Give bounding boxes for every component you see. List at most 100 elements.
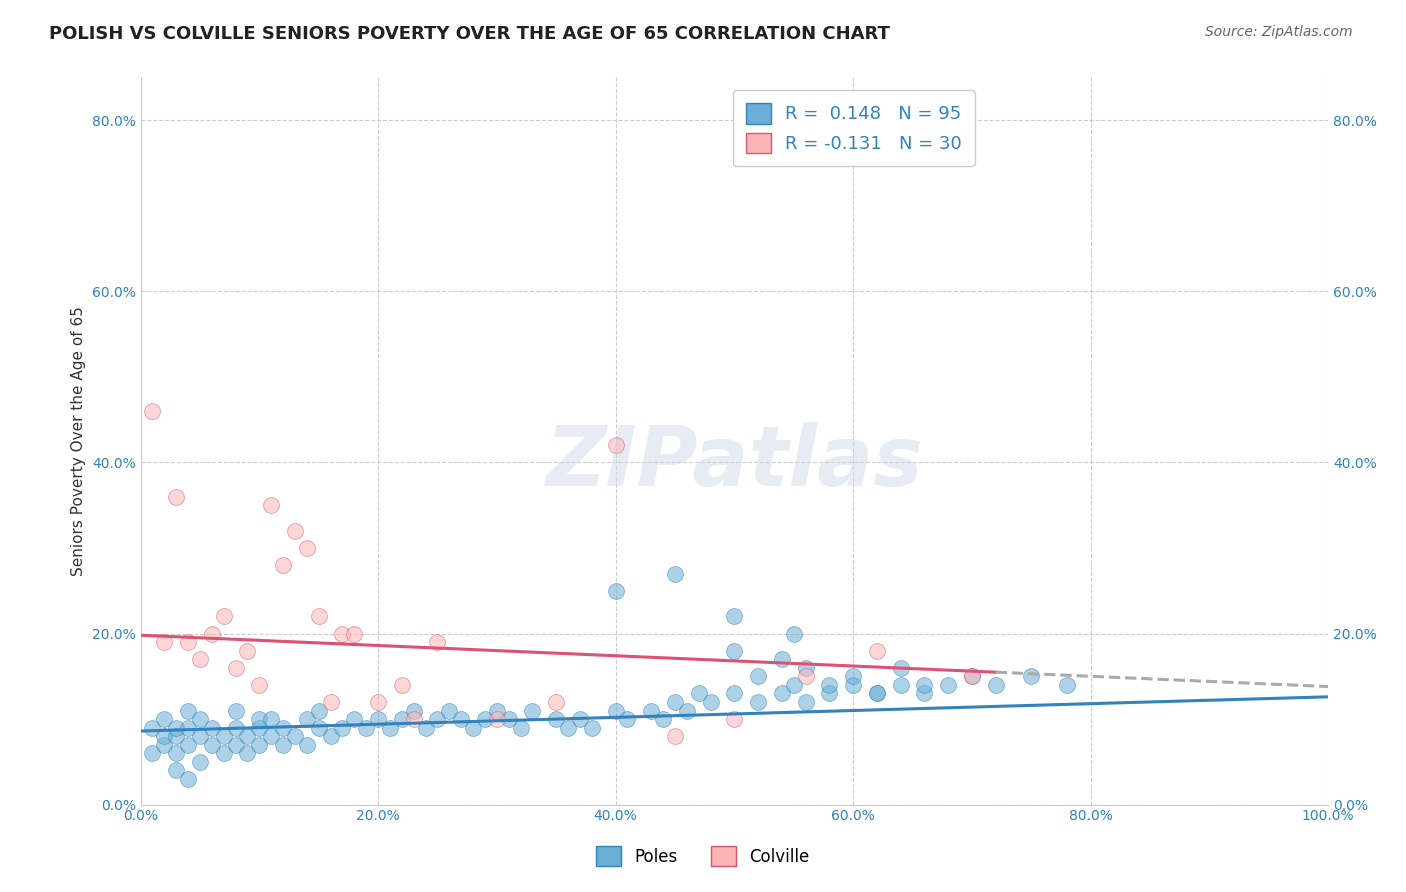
Point [818,678,841,692]
Point [284,729,307,743]
Point [402,712,425,726]
Point [794,695,817,709]
Point [165,746,187,760]
Point [723,686,745,700]
Point [842,678,865,692]
Point [640,704,662,718]
Point [201,721,224,735]
Point [960,669,983,683]
Point [236,746,259,760]
Point [747,695,769,709]
Point [498,712,520,726]
Point [260,498,283,512]
Point [723,712,745,726]
Point [391,678,413,692]
Point [912,686,935,700]
Point [212,729,235,743]
Point [723,609,745,624]
Point [165,490,187,504]
Point [450,712,472,726]
Point [605,438,627,452]
Point [141,746,163,760]
Point [271,721,294,735]
Point [367,712,389,726]
Point [236,729,259,743]
Point [271,738,294,752]
Point [391,712,413,726]
Point [212,746,235,760]
Point [818,686,841,700]
Point [783,678,806,692]
Point [295,541,318,555]
Point [426,635,449,649]
Point [188,712,211,726]
Point [890,661,912,675]
Point [260,712,283,726]
Point [605,583,627,598]
Point [842,669,865,683]
Point [581,721,603,735]
Point [141,404,163,418]
Point [770,652,793,666]
Point [699,695,721,709]
Point [319,729,342,743]
Point [225,738,247,752]
Point [225,661,247,675]
Point [247,738,270,752]
Point [378,721,401,735]
Point [522,704,544,718]
Point [153,729,176,743]
Point [177,635,200,649]
Point [485,712,508,726]
Point [247,721,270,735]
Point [1019,669,1042,683]
Point [247,712,270,726]
Point [747,669,769,683]
Point [295,712,318,726]
Point [332,626,354,640]
Legend: R =  0.148   N = 95, R = -0.131   N = 30: R = 0.148 N = 95, R = -0.131 N = 30 [733,90,974,166]
Point [225,704,247,718]
Point [461,721,484,735]
Point [319,695,342,709]
Point [688,686,710,700]
Point [770,686,793,700]
Point [794,661,817,675]
Point [141,721,163,735]
Text: ZIPatlas: ZIPatlas [546,422,924,503]
Point [188,729,211,743]
Point [783,626,806,640]
Point [664,566,686,581]
Point [236,643,259,657]
Point [153,635,176,649]
Point [960,669,983,683]
Point [912,678,935,692]
Point [201,626,224,640]
Point [664,695,686,709]
Point [1056,678,1078,692]
Point [605,704,627,718]
Point [177,772,200,786]
Point [652,712,675,726]
Point [568,712,591,726]
Point [177,738,200,752]
Text: Source: ZipAtlas.com: Source: ZipAtlas.com [1205,25,1353,39]
Point [284,524,307,538]
Point [485,704,508,718]
Legend: Poles, Colville: Poles, Colville [589,839,817,873]
Point [723,643,745,657]
Point [866,686,889,700]
Point [165,764,187,778]
Point [415,721,437,735]
Point [153,712,176,726]
Point [188,652,211,666]
Text: POLISH VS COLVILLE SENIORS POVERTY OVER THE AGE OF 65 CORRELATION CHART: POLISH VS COLVILLE SENIORS POVERTY OVER … [49,25,890,43]
Point [212,609,235,624]
Point [225,721,247,735]
Point [616,712,638,726]
Point [153,738,176,752]
Point [332,721,354,735]
Point [794,669,817,683]
Point [546,695,568,709]
Point [343,626,366,640]
